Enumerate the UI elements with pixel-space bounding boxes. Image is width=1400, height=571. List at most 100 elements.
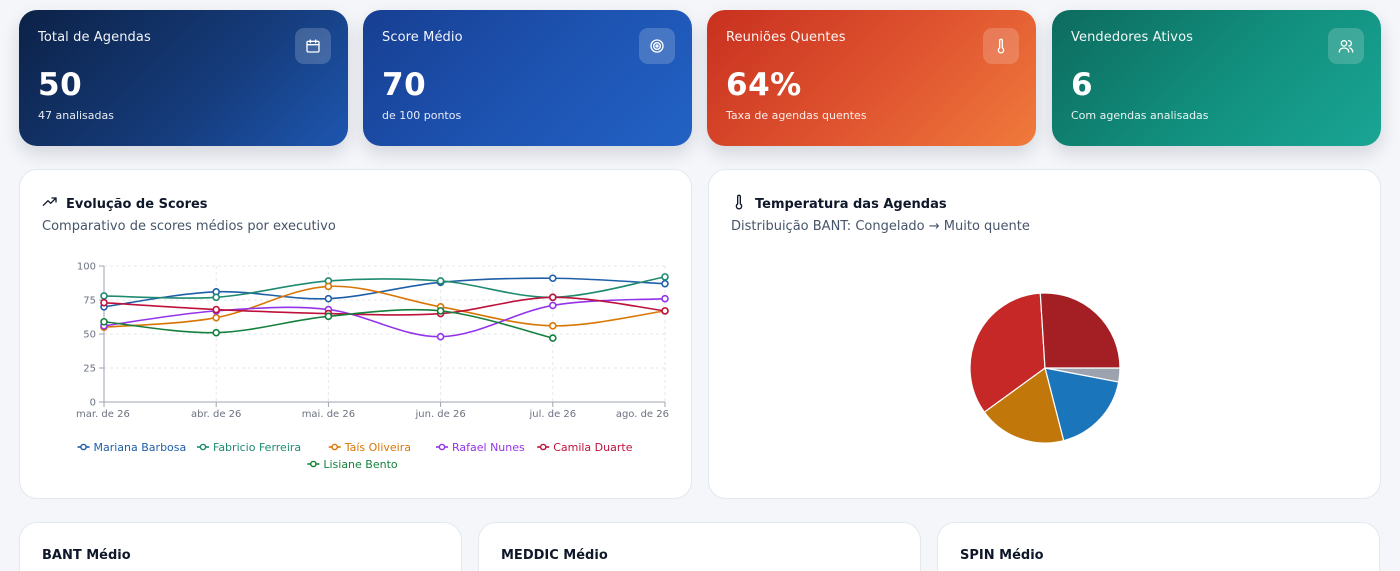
thermometer-icon [983, 28, 1019, 64]
pie-chart [969, 292, 1121, 444]
kpi-title: Vendedores Ativos [1071, 30, 1194, 45]
series-line [103, 296, 666, 316]
legend-label: Rafael Nunes [452, 441, 525, 454]
data-point[interactable] [661, 279, 669, 288]
kpi-value: 64% [726, 67, 802, 103]
data-point[interactable] [324, 282, 333, 291]
kpi-value: 6 [1071, 67, 1094, 103]
card-title-text: Temperatura das Agendas [755, 196, 947, 212]
pie-slice[interactable] [1039, 292, 1121, 369]
kpi-title: Total de Agendas [38, 30, 151, 45]
x-tick-label: mai. de 26 [302, 409, 355, 420]
calendar-icon [295, 28, 331, 64]
data-point[interactable] [548, 274, 557, 283]
thermometer-icon [731, 194, 747, 214]
kpi-card-reunioes-quentes: Reuniões Quentes 64% Taxa de agendas que… [707, 10, 1036, 146]
chart-grid [99, 265, 666, 407]
x-tick-label: ago. de 26 [616, 409, 669, 420]
legend-label: Fabricio Ferreira [213, 441, 301, 454]
card-subtitle: Comparativo de scores médios por executi… [42, 219, 336, 234]
x-tick-label: mar. de 26 [76, 409, 130, 420]
y-tick-label: 25 [83, 364, 96, 375]
legend-marker [331, 443, 339, 451]
legend-label: Taís Oliveira [344, 441, 411, 454]
kpi-card-total-agendas: Total de Agendas 50 47 analisadas [19, 10, 348, 146]
series-fabricio-ferreira [100, 273, 669, 302]
kpi-card-score-medio: Score Médio 70 de 100 pontos [363, 10, 692, 146]
data-point[interactable] [548, 293, 557, 302]
legend-label: Mariana Barbosa [94, 441, 187, 454]
card-title: Temperatura das Agendas [731, 194, 947, 214]
pie-slice[interactable] [969, 292, 1046, 413]
users-icon [1328, 28, 1364, 64]
data-point[interactable] [100, 298, 108, 307]
data-point[interactable] [548, 322, 557, 330]
data-point[interactable] [212, 328, 220, 337]
series-lisiane-bento [100, 307, 557, 342]
kpi-subtitle: Com agendas analisadas [1071, 109, 1209, 122]
data-point[interactable] [100, 292, 108, 300]
card-subtitle: Distribuição BANT: Congelado → Muito que… [731, 219, 1030, 234]
x-tick-label: jun. de 26 [414, 409, 465, 420]
x-tick-label: jul. de 26 [528, 409, 576, 420]
data-point[interactable] [324, 294, 333, 303]
pie-slice[interactable] [983, 366, 1065, 444]
kpi-card-vendedores-ativos: Vendedores Ativos 6 Com agendas analisad… [1052, 10, 1381, 146]
target-icon [639, 28, 675, 64]
legend-marker [199, 443, 207, 451]
data-point[interactable] [548, 301, 557, 310]
data-point[interactable] [100, 317, 108, 326]
kpi-title: Score Médio [382, 30, 463, 45]
trending-up-icon [42, 194, 58, 214]
kpi-title: Reuniões Quentes [726, 30, 846, 45]
legend-item[interactable]: Mariana Barbosa [77, 441, 187, 454]
legend-marker [539, 443, 547, 451]
legend-item[interactable]: Lisiane Bento [307, 458, 398, 471]
card-title: Evolução de Scores [42, 194, 208, 214]
y-tick-label: 100 [77, 262, 96, 273]
y-tick-label: 75 [83, 296, 96, 307]
kpi-value: 70 [382, 67, 427, 103]
data-point[interactable] [324, 312, 333, 321]
series-line [103, 297, 666, 338]
data-point[interactable] [212, 293, 220, 302]
legend-item[interactable]: Taís Oliveira [328, 441, 411, 454]
kpi-subtitle: de 100 pontos [382, 109, 462, 122]
data-point[interactable] [661, 307, 669, 315]
y-tick-label: 0 [90, 398, 96, 409]
series-line [103, 285, 666, 328]
pie-slice[interactable] [1044, 367, 1120, 442]
data-point[interactable] [436, 332, 445, 341]
data-point[interactable] [212, 313, 220, 322]
line-chart: 0 25 50 75 100 mar. de 26 abr. de 26 mai. de 26… [76, 262, 669, 472]
data-point[interactable] [436, 277, 445, 285]
card-title: MEDDIC Médio [501, 548, 608, 563]
meddic-card: MEDDIC Médio [478, 522, 921, 571]
legend-item[interactable]: Camila Duarte [537, 441, 633, 454]
kpi-value: 50 [38, 67, 83, 103]
score-evolution-card: Evolução de Scores Comparativo de scores… [19, 169, 692, 499]
legend-label: Camila Duarte [553, 441, 633, 454]
legend-label: Lisiane Bento [323, 458, 398, 471]
data-point[interactable] [212, 305, 220, 314]
legend-marker [80, 443, 87, 451]
legend-item[interactable]: Rafael Nunes [436, 441, 525, 454]
temperature-card: Temperatura das Agendas Distribuição BAN… [708, 169, 1381, 499]
y-tick-label: 50 [83, 330, 96, 341]
x-tick-label: abr. de 26 [191, 409, 241, 420]
spin-card: SPIN Médio [937, 522, 1380, 571]
series-line [103, 276, 666, 299]
data-point[interactable] [436, 307, 445, 315]
kpi-subtitle: 47 analisadas [38, 109, 114, 122]
data-point[interactable] [661, 273, 669, 281]
card-title-text: Evolução de Scores [66, 196, 208, 212]
data-point[interactable] [548, 334, 557, 342]
bant-card: BANT Médio [19, 522, 462, 571]
series-rafael-nunes [100, 294, 669, 341]
card-title: SPIN Médio [960, 548, 1044, 563]
card-title: BANT Médio [42, 548, 131, 563]
series-line [103, 277, 666, 308]
data-point[interactable] [661, 294, 669, 303]
legend-item[interactable]: Fabricio Ferreira [197, 441, 301, 454]
kpi-subtitle: Taxa de agendas quentes [726, 109, 867, 122]
